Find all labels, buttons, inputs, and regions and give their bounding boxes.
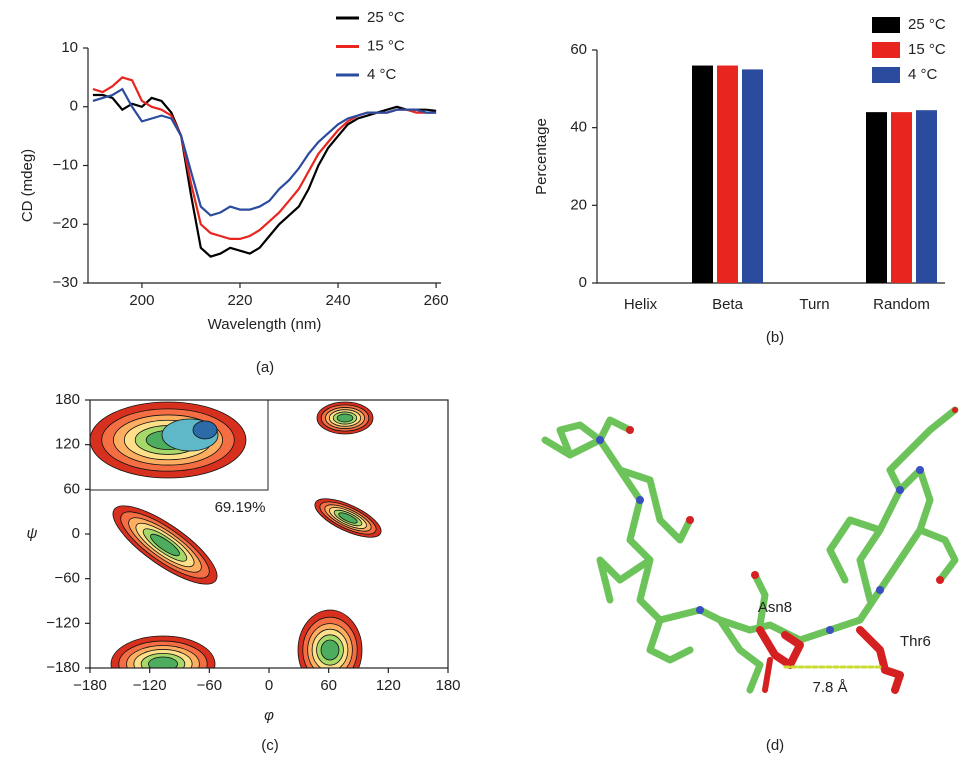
y-tick-label: 120	[55, 436, 80, 453]
x-tick-label: −180	[73, 677, 107, 694]
y-tick-label: −60	[55, 570, 80, 587]
data-line	[93, 77, 436, 239]
panel-caption: (c)	[261, 737, 279, 754]
y-tick-label: −10	[53, 156, 78, 173]
x-tick-label: Helix	[624, 296, 658, 313]
x-tick-label: 120	[376, 677, 401, 694]
x-tick-label: 60	[320, 677, 337, 694]
legend-label: 4 °C	[367, 66, 397, 83]
panel-caption: (a)	[256, 359, 274, 376]
bar	[742, 69, 763, 283]
y-tick-label: −30	[53, 274, 78, 291]
y-axis-label: CD (mdeg)	[19, 149, 36, 222]
figure: Asn8 Thr6 7.8 Å (d) −30−20−1001020022024…	[0, 0, 959, 758]
x-tick-label: −60	[197, 677, 222, 694]
molecule	[545, 407, 958, 690]
bar	[717, 66, 738, 283]
y-tick-label: 10	[61, 39, 78, 56]
bar	[891, 112, 912, 283]
x-tick-label: Turn	[799, 296, 829, 313]
bar	[692, 66, 713, 283]
axis-lines	[88, 48, 441, 283]
x-tick-label: 180	[435, 677, 460, 694]
x-tick-label: 240	[326, 292, 351, 309]
legend-label: 15 °C	[367, 37, 405, 54]
density-contours	[90, 402, 386, 692]
x-tick-label: −120	[133, 677, 167, 694]
y-tick-label: 60	[63, 480, 80, 497]
annotation: 69.19%	[215, 499, 266, 516]
bar	[916, 110, 937, 283]
y-tick-label: −20	[53, 215, 78, 232]
x-tick-label: 220	[227, 292, 252, 309]
distance-label: 7.8 Å	[812, 679, 847, 696]
y-tick-label: 0	[70, 98, 78, 115]
legend-swatch	[872, 42, 900, 58]
bar	[866, 112, 887, 283]
x-tick-label: 0	[265, 677, 273, 694]
y-axis-label: ψ	[27, 525, 38, 542]
x-tick-label: Beta	[712, 296, 744, 313]
y-tick-label: 40	[570, 119, 587, 136]
y-axis-label: Percentage	[533, 118, 550, 195]
legend-label: 25 °C	[908, 16, 946, 33]
residue-label: Asn8	[758, 599, 792, 616]
data-line	[93, 89, 436, 215]
y-tick-label: −180	[46, 659, 80, 676]
legend-label: 15 °C	[908, 41, 946, 58]
x-tick-label: Random	[873, 296, 930, 313]
y-tick-label: −120	[46, 614, 80, 631]
y-tick-label: 20	[570, 196, 587, 213]
legend-label: 25 °C	[367, 9, 405, 26]
x-tick-label: 200	[129, 292, 154, 309]
y-tick-label: 0	[72, 525, 80, 542]
residue-label: Thr6	[900, 633, 931, 650]
legend-label: 4 °C	[908, 66, 938, 83]
x-tick-label: 260	[424, 292, 449, 309]
panel-caption: (b)	[766, 329, 784, 346]
legend-swatch	[872, 67, 900, 83]
legend-swatch	[872, 17, 900, 33]
x-axis-label: φ	[264, 707, 274, 724]
panel-caption: (d)	[766, 737, 784, 754]
y-tick-label: 180	[55, 391, 80, 408]
x-axis-label: Wavelength (nm)	[208, 316, 322, 333]
y-tick-label: 60	[570, 41, 587, 58]
data-line	[93, 95, 436, 257]
y-tick-label: 0	[579, 274, 587, 291]
